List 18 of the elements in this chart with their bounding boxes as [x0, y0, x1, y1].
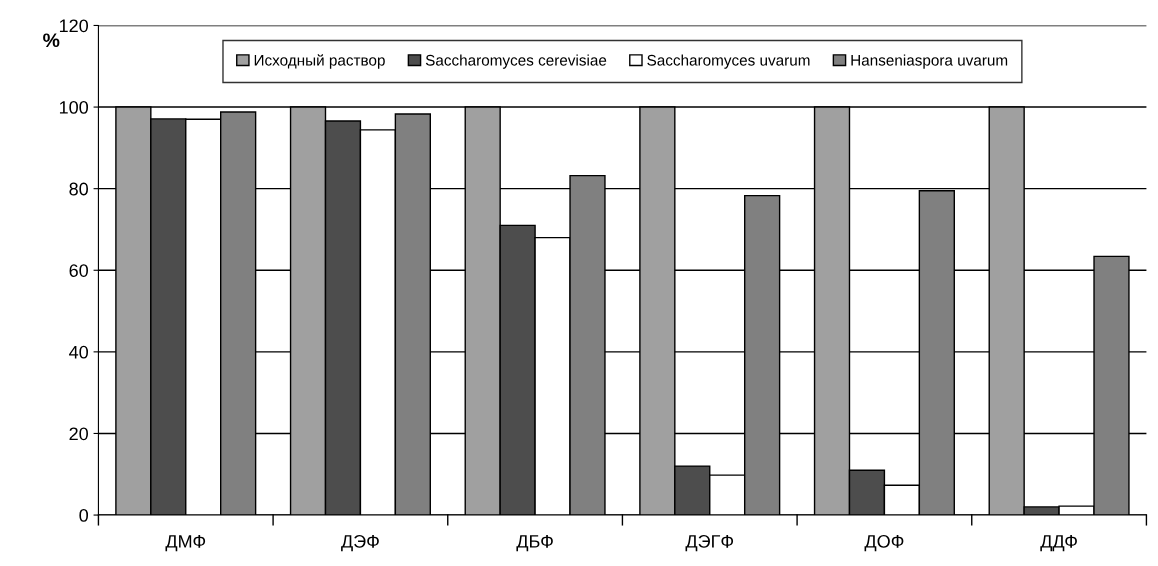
y-tick-label: 0 — [79, 508, 88, 522]
legend-label: Saccharomyces uvarum — [647, 54, 810, 69]
y-tick-label: 20 — [69, 427, 88, 441]
y-tick-label: 60 — [69, 264, 88, 277]
x-tick-label: ДЭГФ — [685, 534, 734, 552]
y-tick-label: 100 — [59, 101, 88, 114]
y-axis-title: % — [43, 33, 60, 48]
legend-label: Hanseniaspora uvarum — [851, 54, 1008, 69]
x-tick-label: ДБФ — [516, 535, 553, 552]
x-tick-label: ДОФ — [864, 534, 904, 552]
legend-label: Saccharomyces cerevisiae — [425, 54, 607, 69]
y-tick-label: 40 — [69, 345, 88, 359]
x-tick-label: ДМФ — [165, 535, 206, 552]
legend-label: Исходный раствор — [254, 54, 385, 69]
y-tick-label: 80 — [69, 182, 88, 196]
y-tick-label: 120 — [59, 19, 88, 33]
x-tick-label: ДЭФ — [341, 534, 379, 552]
x-tick-label: ДДФ — [1040, 535, 1077, 552]
